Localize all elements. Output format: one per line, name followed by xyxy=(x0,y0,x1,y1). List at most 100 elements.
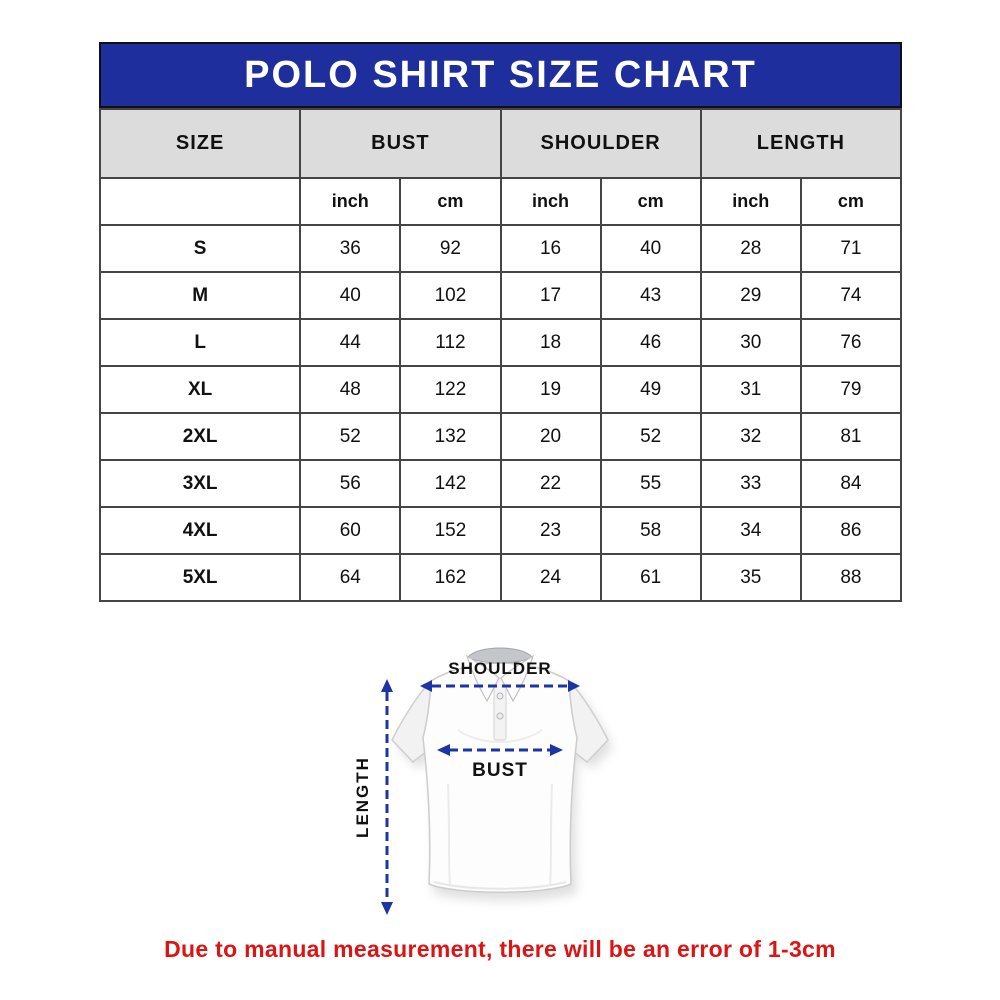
value-cell: 22 xyxy=(499,459,602,508)
size-label: L xyxy=(98,318,302,367)
value-cell: 20 xyxy=(499,412,602,461)
value-cell: 56 xyxy=(299,459,402,508)
table-row-4xl: 4XL 60 152 23 58 34 86 xyxy=(98,506,903,555)
size-label: M xyxy=(98,271,302,320)
value-cell: 30 xyxy=(699,318,802,367)
value-cell: 58 xyxy=(599,506,702,555)
value-cell: 23 xyxy=(499,506,602,555)
value-cell: 35 xyxy=(699,553,802,602)
value-cell: 84 xyxy=(799,459,903,508)
shoulder-label: SHOULDER xyxy=(448,659,551,678)
unit-header-shoulder-cm: cm xyxy=(599,177,702,226)
table-group-header-row: SIZE BUST SHOULDER LENGTH xyxy=(98,108,903,179)
shirt-hem-shading xyxy=(433,881,567,890)
measurement-note: Due to manual measurement, there will be… xyxy=(164,936,836,962)
unit-header-bust-cm: cm xyxy=(399,177,502,226)
bust-arrowhead-left xyxy=(437,744,450,756)
unit-header-length-cm: cm xyxy=(799,177,903,226)
table-row-l: L 44 112 18 46 30 76 xyxy=(98,318,903,367)
size-chart-panel: POLO SHIRT SIZE CHART SIZE BUST SHOULDER… xyxy=(98,42,903,602)
unit-header-bust-inch: inch xyxy=(299,177,402,226)
value-cell: 74 xyxy=(799,271,903,320)
value-cell: 18 xyxy=(499,318,602,367)
value-cell: 71 xyxy=(799,224,903,273)
size-table: SIZE BUST SHOULDER LENGTH inch cm inch c… xyxy=(98,108,903,602)
size-label: XL xyxy=(98,365,302,414)
value-cell: 92 xyxy=(399,224,502,273)
value-cell: 81 xyxy=(799,412,903,461)
value-cell: 64 xyxy=(299,553,402,602)
value-cell: 55 xyxy=(599,459,702,508)
value-cell: 52 xyxy=(299,412,402,461)
chart-title: POLO SHIRT SIZE CHART xyxy=(244,53,757,96)
column-header-length: LENGTH xyxy=(699,108,903,179)
shirt-fold-left xyxy=(447,783,451,885)
value-cell: 34 xyxy=(699,506,802,555)
chart-title-bar: POLO SHIRT SIZE CHART xyxy=(99,42,902,108)
column-header-bust: BUST xyxy=(299,108,502,179)
table-row-m: M 40 102 17 43 29 74 xyxy=(98,271,903,320)
value-cell: 40 xyxy=(599,224,702,273)
value-cell: 19 xyxy=(499,365,602,414)
table-row-5xl: 5XL 64 162 24 61 35 88 xyxy=(98,553,903,602)
value-cell: 52 xyxy=(599,412,702,461)
shirt-chest-shading xyxy=(457,729,543,743)
value-cell: 32 xyxy=(699,412,802,461)
value-cell: 79 xyxy=(799,365,903,414)
table-row-s: S 36 92 16 40 28 71 xyxy=(98,224,903,273)
button-bottom xyxy=(496,712,504,720)
unit-header-shoulder-inch: inch xyxy=(499,177,602,226)
polo-shirt-illustration: SHOULDER BUST LENGTH xyxy=(353,647,613,915)
value-cell: 49 xyxy=(599,365,702,414)
table-row-xl: XL 48 122 19 49 31 79 xyxy=(98,365,903,414)
value-cell: 60 xyxy=(299,506,402,555)
value-cell: 43 xyxy=(599,271,702,320)
value-cell: 40 xyxy=(299,271,402,320)
value-cell: 152 xyxy=(399,506,502,555)
measurement-diagram: SHOULDER BUST LENGTH xyxy=(330,634,670,948)
size-label: S xyxy=(98,224,302,273)
value-cell: 88 xyxy=(799,553,903,602)
value-cell: 29 xyxy=(699,271,802,320)
value-cell: 48 xyxy=(299,365,402,414)
shirt-fold-right xyxy=(549,783,553,885)
unit-header-blank xyxy=(98,177,302,226)
length-arrowhead-top xyxy=(381,679,393,692)
column-header-shoulder: SHOULDER xyxy=(499,108,702,179)
value-cell: 31 xyxy=(699,365,802,414)
value-cell: 24 xyxy=(499,553,602,602)
value-cell: 61 xyxy=(599,553,702,602)
size-label: 4XL xyxy=(98,506,302,555)
shoulder-arrowhead-left xyxy=(420,680,432,692)
collar-flap-left xyxy=(465,654,500,703)
size-label: 2XL xyxy=(98,412,302,461)
value-cell: 16 xyxy=(499,224,602,273)
value-cell: 46 xyxy=(599,318,702,367)
column-header-size: SIZE xyxy=(98,108,302,179)
value-cell: 102 xyxy=(399,271,502,320)
unit-header-length-inch: inch xyxy=(699,177,802,226)
value-cell: 76 xyxy=(799,318,903,367)
value-cell: 28 xyxy=(699,224,802,273)
bust-arrowhead-right xyxy=(550,744,563,756)
collar-flap-right xyxy=(500,654,535,703)
value-cell: 162 xyxy=(399,553,502,602)
value-cell: 112 xyxy=(399,318,502,367)
value-cell: 142 xyxy=(399,459,502,508)
size-label: 5XL xyxy=(98,553,302,602)
table-unit-header-row: inch cm inch cm inch cm xyxy=(98,177,903,226)
value-cell: 132 xyxy=(399,412,502,461)
value-cell: 122 xyxy=(399,365,502,414)
table-row-3xl: 3XL 56 142 22 55 33 84 xyxy=(98,459,903,508)
value-cell: 36 xyxy=(299,224,402,273)
length-arrowhead-bottom xyxy=(381,902,393,915)
bust-label: BUST xyxy=(472,760,528,781)
button-top xyxy=(496,692,504,700)
size-label: 3XL xyxy=(98,459,302,508)
placket xyxy=(493,677,507,741)
value-cell: 44 xyxy=(299,318,402,367)
table-row-2xl: 2XL 52 132 20 52 32 81 xyxy=(98,412,903,461)
value-cell: 33 xyxy=(699,459,802,508)
shoulder-arrowhead-right xyxy=(568,680,580,692)
length-label: LENGTH xyxy=(353,756,372,838)
